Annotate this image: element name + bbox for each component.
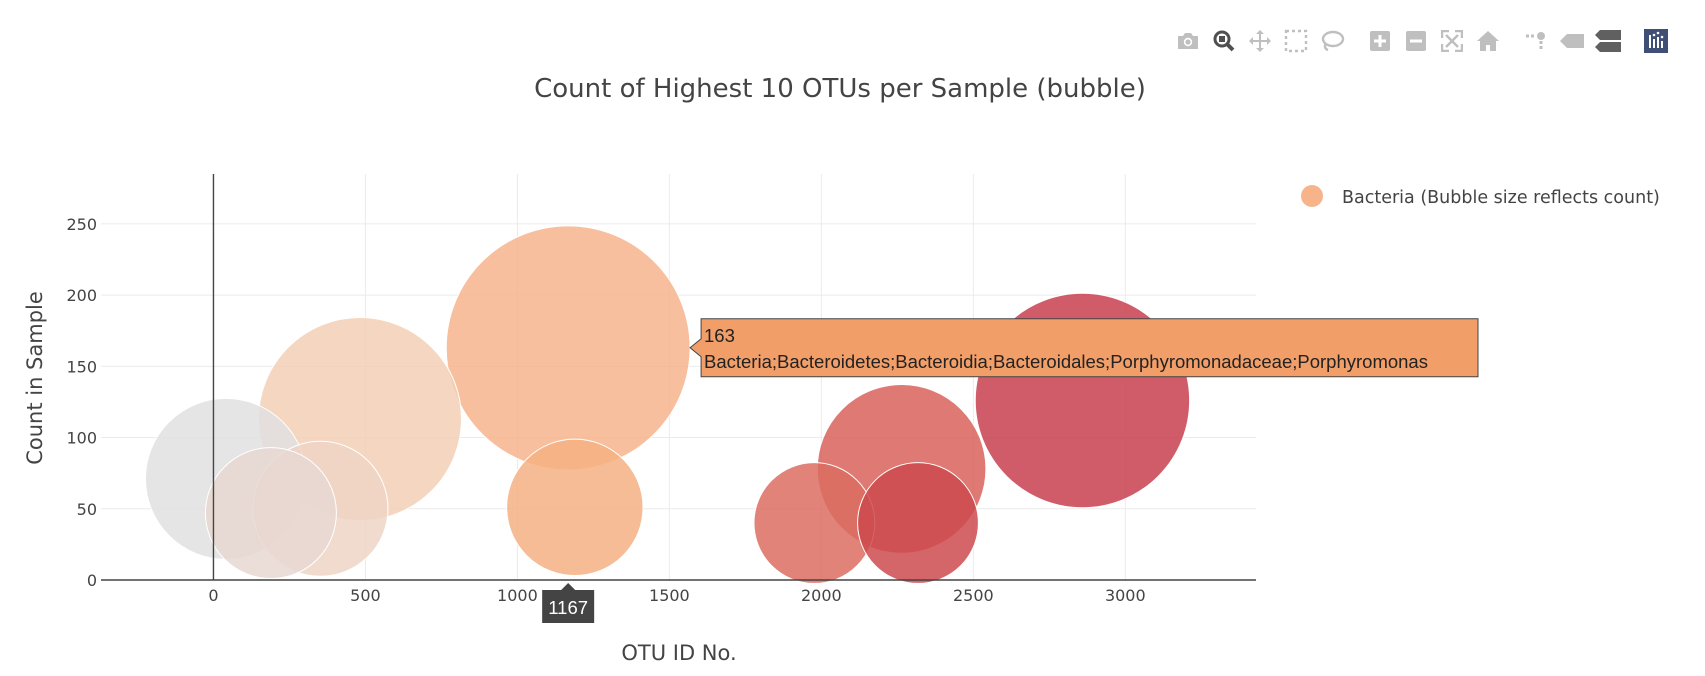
hover-value: 163 — [704, 325, 735, 346]
camera-icon[interactable] — [1170, 26, 1206, 56]
box-select-icon[interactable] — [1278, 26, 1314, 56]
lasso-icon[interactable] — [1314, 26, 1350, 56]
x-tick-label: 2000 — [801, 586, 842, 605]
y-tick-label: 100 — [66, 429, 97, 448]
y-tick-label: 0 — [87, 571, 97, 590]
bubble-point[interactable] — [753, 462, 876, 584]
spike-lines-icon[interactable] — [1518, 26, 1554, 56]
y-tick-label: 150 — [66, 357, 97, 376]
bubble-point[interactable] — [204, 447, 337, 580]
zoom-in-icon[interactable] — [1362, 26, 1398, 56]
legend-marker — [1301, 185, 1323, 207]
reset-axes-icon[interactable] — [1470, 26, 1506, 56]
hover-tooltip: 163 Bacteria;Bacteroidetes;Bacteroidia;B… — [689, 318, 1479, 378]
hover-compare-icon[interactable] — [1590, 26, 1626, 56]
tick-labels: 0 500 1000 1500 2000 2500 3000 0 50 100 150 200 250 — [66, 215, 1145, 605]
x-tick-label: 0 — [208, 586, 218, 605]
y-tick-label: 50 — [77, 500, 97, 519]
spike-value: 1167 — [548, 597, 588, 618]
bubble-point[interactable] — [857, 462, 979, 584]
axes — [101, 174, 1256, 581]
x-spike-label: 1167 — [542, 583, 595, 623]
legend-label: Bacteria (Bubble size reflects count) — [1342, 188, 1660, 208]
x-tick-label: 1000 — [497, 586, 538, 605]
plotly-logo-icon[interactable] — [1638, 26, 1674, 56]
legend[interactable]: Bacteria (Bubble size reflects count) — [1301, 185, 1660, 208]
spike-box — [542, 583, 595, 623]
autoscale-icon[interactable] — [1434, 26, 1470, 56]
hover-closest-icon[interactable] — [1554, 26, 1590, 56]
y-tick-label: 200 — [66, 286, 97, 305]
pan-icon[interactable] — [1242, 26, 1278, 56]
x-tick-label: 1500 — [649, 586, 690, 605]
bubble-layer — [144, 225, 1191, 584]
bubble-point[interactable] — [506, 438, 644, 577]
bubble-point[interactable] — [445, 225, 691, 471]
x-axis-title: OTU ID No. — [621, 641, 736, 665]
modebar — [1170, 26, 1674, 56]
x-tick-label: 2500 — [953, 586, 994, 605]
zoom-out-icon[interactable] — [1398, 26, 1434, 56]
hover-box — [689, 318, 1479, 378]
y-axis-title: Count in Sample — [23, 291, 47, 465]
chart-title: Count of Highest 10 OTUs per Sample (bub… — [534, 74, 1146, 104]
y-tick-label: 250 — [66, 215, 97, 234]
hover-label: Bacteria;Bacteroidetes;Bacteroidia;Bacte… — [704, 351, 1428, 372]
x-tick-label: 500 — [350, 586, 381, 605]
zoom-icon[interactable] — [1206, 26, 1242, 56]
x-tick-label: 3000 — [1105, 586, 1146, 605]
